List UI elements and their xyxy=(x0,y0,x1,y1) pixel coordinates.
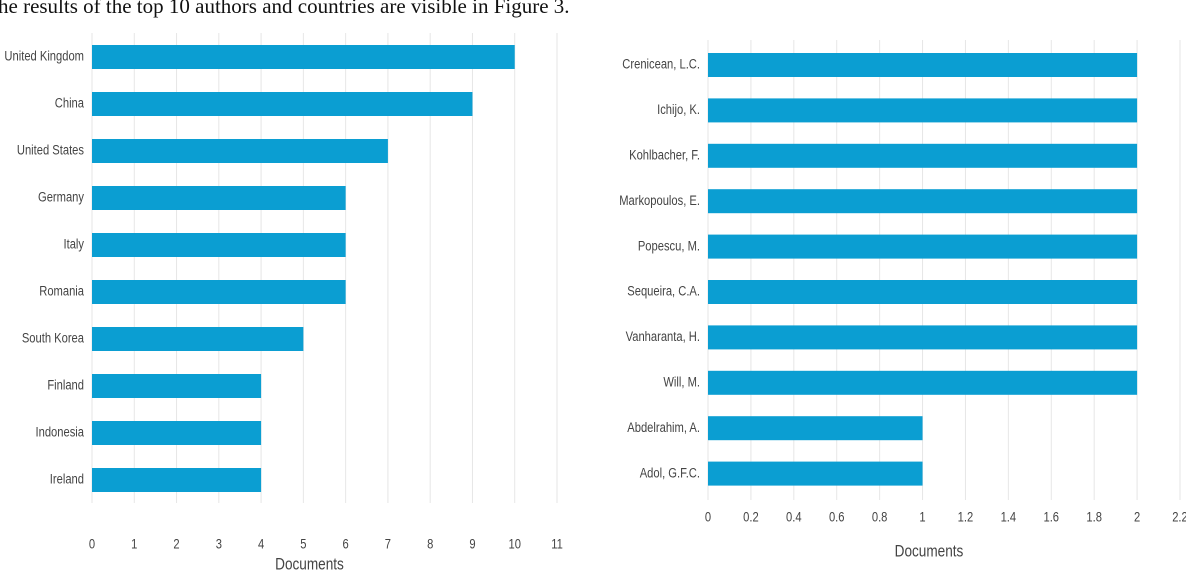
y-tick-label: Kohlbacher, F. xyxy=(629,147,700,162)
bar xyxy=(92,468,261,492)
x-tick-label: 1.8 xyxy=(1086,510,1102,525)
x-axis-title: Documents xyxy=(895,542,964,561)
bar xyxy=(708,371,1137,395)
bar xyxy=(708,144,1137,168)
x-tick-label: 0.6 xyxy=(829,510,845,525)
y-tick-label: United Kingdom xyxy=(4,49,84,64)
bar xyxy=(708,98,1137,122)
bar xyxy=(708,280,1137,304)
page: he results of the top 10 authors and cou… xyxy=(0,0,1186,576)
y-tick-label: Ichijo, K. xyxy=(657,102,700,117)
bar xyxy=(92,45,515,69)
y-tick-label: Finland xyxy=(47,378,84,393)
x-tick-label: 10 xyxy=(509,537,521,552)
x-tick-label: 0.2 xyxy=(743,510,759,525)
y-tick-label: Ireland xyxy=(50,472,84,487)
bar xyxy=(92,186,346,210)
y-tick-label: Vanharanta, H. xyxy=(626,329,700,344)
x-tick-label: 0 xyxy=(705,510,711,525)
y-tick-label: Germany xyxy=(38,190,85,205)
bar xyxy=(708,189,1137,213)
x-tick-label: 1.2 xyxy=(958,510,974,525)
x-tick-label: 2.2 xyxy=(1172,510,1186,525)
intro-text: he results of the top 10 authors and cou… xyxy=(0,0,570,18)
bar xyxy=(708,53,1137,77)
bar xyxy=(708,416,923,440)
bar xyxy=(92,374,261,398)
y-tick-label: Indonesia xyxy=(36,425,85,440)
bar xyxy=(92,139,388,163)
y-tick-label: Romania xyxy=(39,284,85,299)
x-tick-label: 2 xyxy=(173,537,179,552)
x-tick-label: 6 xyxy=(343,537,349,552)
x-tick-label: 0.4 xyxy=(786,510,802,525)
x-tick-label: 0 xyxy=(89,537,95,552)
x-tick-label: 1.4 xyxy=(1001,510,1017,525)
x-tick-label: 0.8 xyxy=(872,510,888,525)
x-tick-label: 1 xyxy=(919,510,925,525)
bar xyxy=(708,235,1137,259)
x-tick-label: 1.6 xyxy=(1043,510,1059,525)
y-tick-label: Markopoulos, E. xyxy=(619,193,700,208)
bar xyxy=(92,421,261,445)
x-tick-label: 2 xyxy=(1134,510,1140,525)
y-tick-label: Sequeira, C.A. xyxy=(627,284,700,299)
x-tick-label: 3 xyxy=(216,537,222,552)
y-tick-label: Italy xyxy=(63,237,84,252)
x-tick-label: 8 xyxy=(427,537,433,552)
y-tick-label: Adol, G.F.C. xyxy=(640,465,700,480)
y-tick-label: Crenicean, L.C. xyxy=(622,57,700,72)
x-tick-label: 5 xyxy=(300,537,306,552)
bar xyxy=(92,233,346,257)
y-tick-label: South Korea xyxy=(22,331,85,346)
bar xyxy=(92,280,346,304)
bar xyxy=(708,462,923,486)
y-tick-label: China xyxy=(55,96,85,111)
y-tick-label: Will, M. xyxy=(663,374,700,389)
x-tick-label: 4 xyxy=(258,537,264,552)
bar xyxy=(708,325,1137,349)
x-tick-label: 9 xyxy=(469,537,475,552)
y-tick-label: Abdelrahim, A. xyxy=(627,420,700,435)
y-tick-label: Popescu, M. xyxy=(638,238,700,253)
y-tick-label: United States xyxy=(17,143,84,158)
x-tick-label: 7 xyxy=(385,537,391,552)
bar xyxy=(92,327,303,351)
bar xyxy=(92,92,472,116)
x-tick-label: 11 xyxy=(551,537,563,552)
x-tick-label: 1 xyxy=(131,537,137,552)
x-axis-title: Documents xyxy=(275,555,344,574)
